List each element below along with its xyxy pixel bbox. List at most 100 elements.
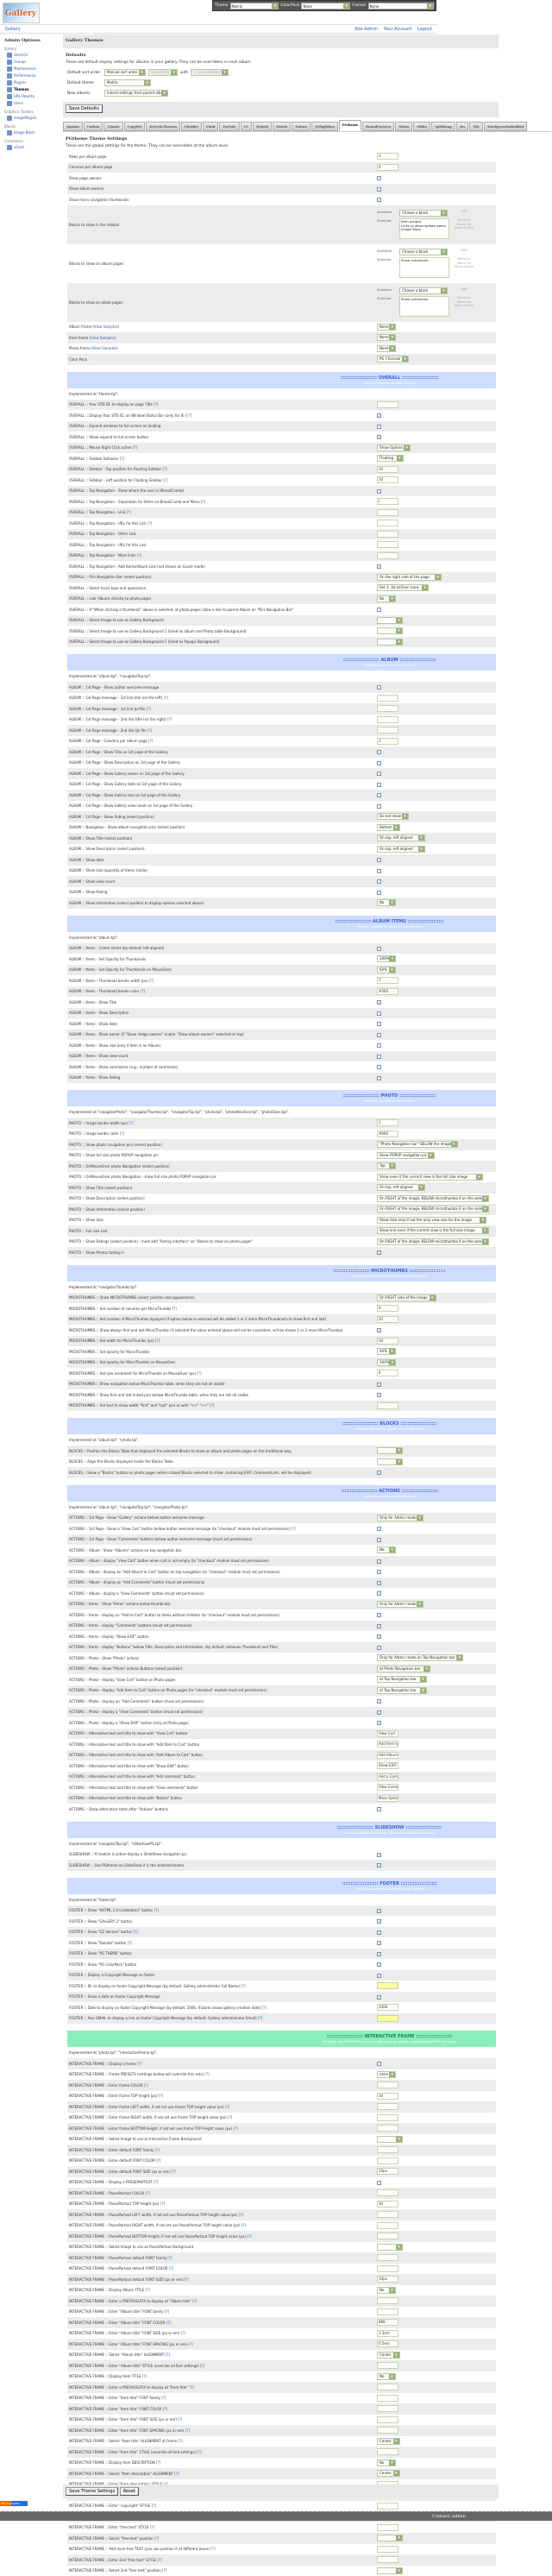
setting-input[interactable] xyxy=(377,2254,398,2261)
help-link[interactable]: [?] xyxy=(172,1307,177,1311)
setting-input[interactable] xyxy=(377,727,398,734)
help-link[interactable]: [?] xyxy=(147,521,152,526)
available-blocks-select[interactable]: Choose a block xyxy=(399,287,448,294)
help-link[interactable]: [?] xyxy=(164,696,168,700)
setting-select[interactable]: Only for Admin mode on Top Navigation ba… xyxy=(377,1654,463,1661)
setting-input[interactable] xyxy=(377,2427,398,2434)
help-link[interactable]: [?] xyxy=(150,2525,154,2529)
help-link[interactable]: [?] xyxy=(187,413,191,418)
setting-select[interactable] xyxy=(377,617,403,624)
setting-checkbox[interactable] xyxy=(377,176,381,180)
setting-input[interactable]: 888 xyxy=(377,2319,398,2326)
setting-input[interactable] xyxy=(377,716,398,723)
setting-checkbox[interactable] xyxy=(377,2062,381,2066)
help-link[interactable]: [?] xyxy=(197,2450,201,2454)
gallery-logo[interactable]: Gallery xyxy=(3,3,40,23)
setting-input[interactable]: 3 xyxy=(377,738,398,745)
setting-select[interactable] xyxy=(377,2567,403,2574)
setting-checkbox[interactable] xyxy=(377,879,381,884)
setting-checkbox[interactable] xyxy=(377,1076,381,1080)
tab-pglightbox[interactable]: PGlightbox xyxy=(311,122,337,131)
setting-select[interactable]: at Top Navigation bar xyxy=(377,1676,427,1683)
setting-select[interactable]: Show POPUP navigation pic xyxy=(377,1152,435,1159)
setting-checkbox[interactable]: ✓ xyxy=(377,1328,381,1332)
help-link[interactable]: [?] xyxy=(200,2364,204,2368)
setting-input[interactable] xyxy=(377,2416,398,2423)
setting-select[interactable]: 100% xyxy=(377,1359,396,1366)
setting-checkbox[interactable] xyxy=(377,1055,381,1059)
help-link[interactable]: [?] xyxy=(210,1403,214,1408)
view-samples-link[interactable]: View Samples xyxy=(91,336,115,340)
setting-checkbox[interactable] xyxy=(377,1065,381,1069)
setting-checkbox[interactable] xyxy=(377,750,381,754)
help-link[interactable]: [?] xyxy=(137,2062,141,2066)
sidebar-item-plugins[interactable]: Plugins xyxy=(7,79,58,85)
setting-checkbox[interactable]: ✓ xyxy=(377,1581,381,1585)
setting-select[interactable]: On the right side of the page xyxy=(377,574,442,581)
setting-input[interactable] xyxy=(377,552,398,559)
help-link[interactable]: [?] xyxy=(233,2126,237,2131)
help-link[interactable]: [?] xyxy=(188,2342,192,2346)
setting-input[interactable] xyxy=(377,2157,398,2164)
setting-checkbox[interactable] xyxy=(377,858,381,862)
setting-input[interactable] xyxy=(377,2297,398,2304)
tab-wordpressembedded[interactable]: WordpressEmbedded xyxy=(484,122,527,131)
setting-input[interactable]: 10 xyxy=(377,476,398,483)
setting-input[interactable]: More Options xyxy=(377,1795,398,1802)
setting-checkbox[interactable]: ✓ xyxy=(377,1863,381,1867)
sidebar-item-url-rewrite[interactable]: URL Rewrite xyxy=(7,93,58,99)
setting-checkbox[interactable] xyxy=(377,2181,381,2185)
setting-select[interactable]: None xyxy=(377,345,396,352)
setting-input[interactable] xyxy=(377,2265,398,2272)
setting-input[interactable] xyxy=(377,2395,398,2402)
setting-input[interactable] xyxy=(377,531,398,538)
help-link[interactable]: [?] xyxy=(154,1908,159,1912)
setting-checkbox[interactable] xyxy=(377,869,381,873)
setting-input[interactable] xyxy=(377,401,398,408)
setting-input[interactable] xyxy=(377,2384,398,2390)
setting-checkbox[interactable]: ✓ xyxy=(377,435,381,439)
help-link[interactable]: [?] xyxy=(149,979,154,983)
help-link[interactable]: [?] xyxy=(144,2083,148,2088)
help-link[interactable]: [?] xyxy=(241,1984,245,1988)
move-down-button[interactable]: Move Down xyxy=(451,265,477,269)
help-link[interactable]: [?] xyxy=(162,2568,166,2573)
view-samples-link[interactable]: View Samples xyxy=(94,324,118,329)
setting-input[interactable]: Add Item to Cart xyxy=(377,1741,398,1748)
help-link[interactable]: [?] xyxy=(148,739,153,743)
setting-input[interactable] xyxy=(377,2546,398,2553)
setting-select[interactable] xyxy=(377,1458,403,1465)
save-theme-settings-button[interactable]: Save Theme Settings xyxy=(66,2487,118,2496)
help-link[interactable]: [?] xyxy=(146,2191,150,2195)
tab-hybrid[interactable]: Hybrid xyxy=(253,122,272,131)
selected-block-item[interactable]: Image Block xyxy=(401,228,448,232)
setting-select[interactable]: at Photo Navigation bar xyxy=(377,1666,430,1672)
help-link[interactable]: [?] xyxy=(197,1371,201,1376)
help-link[interactable]: [?] xyxy=(189,2385,193,2390)
setting-input[interactable]: 1 xyxy=(377,1119,398,1126)
gallery-badge[interactable]: HELP GALLERY xyxy=(0,2501,28,2506)
setting-checkbox[interactable]: ✓ xyxy=(377,1930,381,1935)
setting-checkbox[interactable] xyxy=(377,793,381,797)
setting-checkbox[interactable]: ✓ xyxy=(377,1699,381,1704)
your-account-link[interactable]: Your Account xyxy=(384,27,411,32)
available-blocks-select[interactable]: Choose a block xyxy=(399,249,448,255)
setting-select[interactable] xyxy=(377,2244,403,2251)
tab-forsale[interactable]: ForSale xyxy=(219,122,239,131)
setting-select[interactable]: Do not show xyxy=(377,813,409,820)
setting-select[interactable]: none xyxy=(377,2071,396,2078)
setting-select[interactable]: Show Size only if not the only view size… xyxy=(377,1217,486,1224)
help-link[interactable]: [?] xyxy=(161,2396,166,2400)
setting-input[interactable] xyxy=(377,520,398,526)
help-link[interactable]: [?] xyxy=(185,2428,190,2433)
new-albums-select[interactable]: Inherit settings from parent album xyxy=(104,90,168,97)
setting-select[interactable]: No xyxy=(377,2373,396,2380)
breadcrumb-gallery[interactable]: Gallery xyxy=(5,27,21,32)
add-block-button[interactable]: Add xyxy=(451,210,477,214)
help-link[interactable]: [?] xyxy=(166,2352,170,2357)
setting-input[interactable]: View Cart xyxy=(377,1730,398,1737)
help-link[interactable]: [?] xyxy=(210,2547,215,2551)
help-link[interactable]: [?] xyxy=(169,2266,173,2271)
setting-select[interactable]: Center xyxy=(377,2352,400,2359)
setting-checkbox[interactable] xyxy=(377,1807,381,1811)
